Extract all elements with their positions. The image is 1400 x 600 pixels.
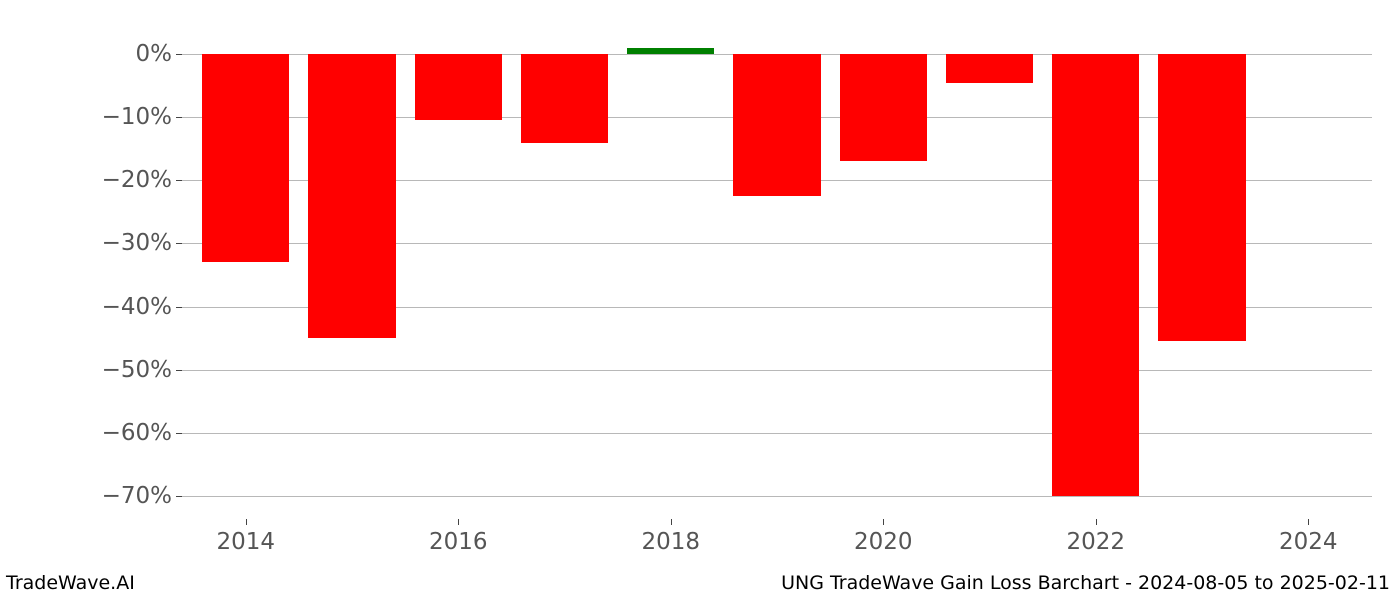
xtick-label: 2022: [1066, 519, 1125, 555]
gridline: [182, 370, 1372, 371]
bar: [521, 54, 608, 142]
footer-right-text: UNG TradeWave Gain Loss Barchart - 2024-…: [781, 572, 1390, 594]
bar: [1052, 54, 1139, 496]
gridline: [182, 496, 1372, 497]
xtick-label: 2018: [641, 519, 700, 555]
ytick-label: −70%: [102, 483, 182, 509]
plot-area: −70%−60%−50%−40%−30%−20%−10%0%2014201620…: [182, 28, 1372, 520]
xtick-label: 2024: [1279, 519, 1338, 555]
bar: [733, 54, 820, 196]
xtick-label: 2014: [216, 519, 275, 555]
bar: [308, 54, 395, 338]
ytick-label: −30%: [102, 230, 182, 256]
bar: [627, 48, 714, 54]
xtick-label: 2016: [429, 519, 488, 555]
xtick-label: 2020: [854, 519, 913, 555]
ytick-label: 0%: [136, 41, 183, 67]
ytick-label: −50%: [102, 357, 182, 383]
bar: [840, 54, 927, 161]
ytick-label: −10%: [102, 104, 182, 130]
footer-left-text: TradeWave.AI: [6, 572, 135, 594]
bar: [946, 54, 1033, 82]
bar: [415, 54, 502, 120]
gain-loss-barchart: −70% −60% −50% −40% −30% −20% −10% 0% 2014 2016 20…: [0, 0, 1400, 600]
ytick-label: −20%: [102, 167, 182, 193]
bar: [202, 54, 289, 262]
ytick-label: −40%: [102, 294, 182, 320]
bar: [1158, 54, 1245, 341]
ytick-label: −60%: [102, 420, 182, 446]
gridline: [182, 433, 1372, 434]
